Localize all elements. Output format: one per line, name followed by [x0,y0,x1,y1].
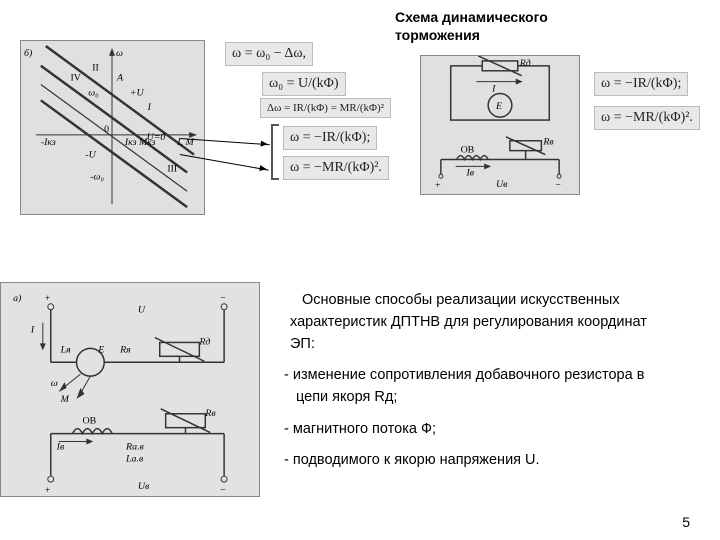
bullet-list: - изменение сопротивления добавочного ре… [272,365,675,482]
svg-text:−: − [555,180,561,191]
figure-characteristic-graph: ω б) II IV A ω₀ +U I 0 -Iкз Iкз Mкз I, M… [20,40,205,215]
page-number: 5 [682,514,690,530]
svg-text:ОВ: ОВ [82,416,96,427]
bullet-2: - магнитного потока Ф; [272,419,675,441]
formula-omega: ω = ω₀ − Δω, [225,42,313,66]
label-A: A [116,73,124,84]
svg-text:Rв: Rв [204,408,216,419]
formula-delta-omega: Δω = IR/(kΦ) = MR/(kΦ)² [260,98,391,118]
bracket-left [271,124,279,180]
svg-text:I: I [30,325,35,336]
label-I: I [147,102,152,113]
svg-text:Lя: Lя [60,344,72,355]
svg-text:−: − [220,485,226,496]
svg-text:Rа.в: Rа.в [125,441,144,452]
svg-text:Lа.в: Lа.в [125,453,144,464]
label-plusU: +U [130,87,145,98]
svg-text:I: I [491,83,496,94]
formula-br1: ω = −IR/(kΦ); [283,126,377,150]
heading-dynamic-braking: Схема динамического торможения [395,8,595,44]
svg-text:Rя: Rя [119,344,131,355]
paragraph-main: Основные способы реализации искусственны… [290,290,675,355]
svg-text:E: E [97,344,104,355]
svg-text:Rд: Rд [519,58,531,69]
label-zero: 0 [104,124,109,135]
svg-text:a): a) [13,293,21,304]
label-nIkz: -Iкз [41,137,56,148]
svg-text:E: E [495,101,502,112]
label-mw0: -ω₀ [90,171,104,182]
formula-r2: ω = −MR/(kΦ)². [594,106,700,130]
svg-text:U: U [138,305,146,316]
svg-text:ОВ: ОВ [461,145,475,156]
svg-text:Uв: Uв [138,481,150,492]
figure-dc-motor-circuit: a) + − U I Lя E Rя ω M Rд + − Uв [0,282,260,497]
svg-text:+: + [45,485,51,496]
label-b: б) [24,48,32,59]
formula-br2: ω = −MR/(kΦ)². [283,156,389,180]
svg-text:M: M [60,394,70,405]
formula-r1: ω = −IR/(kΦ); [594,72,688,96]
label-q4: IV [70,73,81,84]
svg-text:Rд: Rд [198,336,210,347]
svg-text:Uв: Uв [496,179,508,190]
label-q3: III [167,163,177,174]
label-omega0: ω₀ [88,87,99,98]
svg-text:−: − [220,293,226,304]
svg-text:+: + [435,180,441,191]
svg-text:+: + [45,293,51,304]
label-omega: ω [116,48,123,59]
svg-text:Rв: Rв [542,137,554,148]
svg-text:Iв: Iв [465,167,474,178]
label-Ueq0: U=0 [147,132,166,143]
bullet-3: - подводимого к якорю напряжения U. [272,450,675,472]
svg-text:ω: ω [51,378,58,389]
label-minusU: -U [85,150,96,161]
formula-omega0: ω₀ = U/(kΦ) [262,72,346,96]
bullet-1: - изменение сопротивления добавочного ре… [272,365,675,409]
label-q2: II [92,63,99,74]
svg-text:Iв: Iв [56,441,65,452]
figure-dynamic-braking-circuit: Rд I E ОВ Iв Rв Uв + − [420,55,580,195]
